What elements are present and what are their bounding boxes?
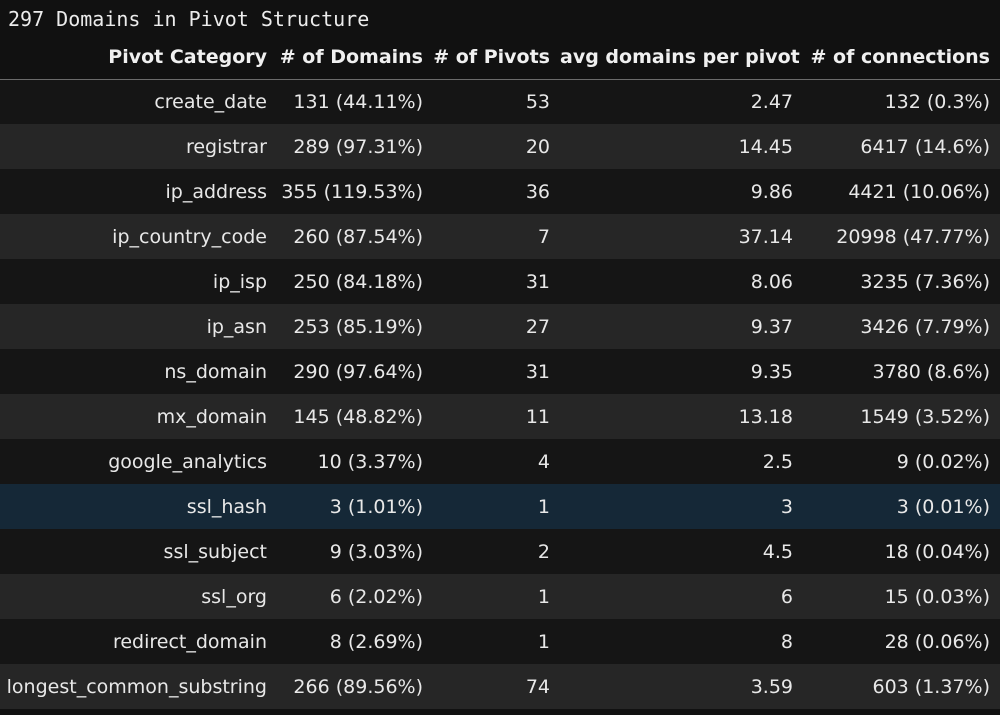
cell-num-domains: 290 (97.64%) [293, 360, 423, 383]
cell-num-pivots: 31 [525, 360, 550, 383]
cell-pivot-category: ip_asn [206, 315, 267, 338]
cell-pivot-category: longest_common_substring [6, 675, 267, 698]
header-row: Pivot Category # of Domains # of Pivots … [0, 35, 1000, 79]
cell-num-domains: 9 (3.03%) [329, 540, 423, 563]
cell-num-domains: 253 (85.19%) [293, 315, 423, 338]
cell-num-connections: 1549 (3.52%) [860, 405, 990, 428]
table-row[interactable]: longest_common_substring 266 (89.56%) 74 3.… [0, 664, 1000, 709]
cell-pivot-category: ip_country_code [112, 225, 267, 248]
cell-num-domains: 3 (1.01%) [329, 495, 423, 518]
column-header-num-domains[interactable]: # of Domains [279, 45, 423, 68]
column-header-avg-domains-per-pivot[interactable]: avg domains per pivot [560, 45, 800, 68]
cell-num-pivots: 36 [525, 180, 550, 203]
cell-pivot-category: ip_address [165, 180, 268, 203]
cell-num-connections: 28 (0.06%) [884, 630, 990, 653]
table-row[interactable]: ip_isp 250 (84.18%) 31 8.06 3235 (7.36%) [0, 259, 1000, 304]
cell-avg-domains-per-pivot: 2.47 [750, 90, 793, 113]
pivot-table: Pivot Category # of Domains # of Pivots … [0, 35, 1000, 709]
cell-pivot-category: google_analytics [108, 450, 267, 473]
cell-num-pivots: 4 [537, 450, 550, 473]
cell-pivot-category: ns_domain [164, 360, 267, 383]
table-caption: 297 Domains in Pivot Structure [8, 7, 370, 31]
table-body: create_date 131 (44.11%) 53 2.47 132 (0.3%) r… [0, 79, 1000, 709]
table-row[interactable]: google_analytics 10 (3.37%) 4 2.5 9 (0.02%) [0, 439, 1000, 484]
column-header-pivot-category[interactable]: Pivot Category [108, 45, 267, 68]
table-header: Pivot Category # of Domains # of Pivots … [0, 35, 1000, 79]
cell-num-pivots: 53 [525, 90, 550, 113]
table-row[interactable]: ns_domain 290 (97.64%) 31 9.35 3780 (8.6%) [0, 349, 1000, 394]
cell-num-domains: 131 (44.11%) [293, 90, 423, 113]
cell-num-pivots: 31 [525, 270, 550, 293]
cell-num-domains: 8 (2.69%) [329, 630, 423, 653]
table-row[interactable]: ip_asn 253 (85.19%) 27 9.37 3426 (7.79%) [0, 304, 1000, 349]
column-header-num-pivots[interactable]: # of Pivots [433, 45, 550, 68]
cell-avg-domains-per-pivot: 2.5 [762, 450, 793, 473]
cell-num-pivots: 1 [537, 630, 550, 653]
cell-num-pivots: 7 [537, 225, 550, 248]
cell-avg-domains-per-pivot: 3.59 [750, 675, 793, 698]
cell-num-domains: 145 (48.82%) [293, 405, 423, 428]
cell-avg-domains-per-pivot: 9.37 [750, 315, 793, 338]
cell-num-pivots: 1 [537, 585, 550, 608]
cell-num-connections: 3235 (7.36%) [860, 270, 990, 293]
cell-num-connections: 4421 (10.06%) [848, 180, 990, 203]
cell-pivot-category: redirect_domain [112, 630, 267, 653]
cell-num-domains: 260 (87.54%) [293, 225, 423, 248]
cell-num-domains: 250 (84.18%) [293, 270, 423, 293]
cell-num-pivots: 2 [537, 540, 550, 563]
cell-avg-domains-per-pivot: 13.18 [738, 405, 793, 428]
cell-num-connections: 15 (0.03%) [884, 585, 990, 608]
cell-num-connections: 603 (1.37%) [872, 675, 991, 698]
cell-num-pivots: 11 [525, 405, 550, 428]
cell-pivot-category: ssl_subject [163, 540, 267, 563]
cell-avg-domains-per-pivot: 14.45 [738, 135, 793, 158]
cell-num-connections: 132 (0.3%) [884, 90, 990, 113]
cell-num-connections: 18 (0.04%) [884, 540, 990, 563]
cell-avg-domains-per-pivot: 8 [780, 630, 793, 653]
cell-avg-domains-per-pivot: 9.35 [750, 360, 793, 383]
cell-num-domains: 10 (3.37%) [317, 450, 423, 473]
table-row[interactable]: ip_country_code 260 (87.54%) 7 37.14 20998 (… [0, 214, 1000, 259]
cell-avg-domains-per-pivot: 9.86 [750, 180, 793, 203]
table-row[interactable]: redirect_domain 8 (2.69%) 1 8 28 (0.06%) [0, 619, 1000, 664]
table-row[interactable]: ssl_org 6 (2.02%) 1 6 15 (0.03%) [0, 574, 1000, 619]
table-row[interactable]: ip_address 355 (119.53%) 36 9.86 4421 (10.06… [0, 169, 1000, 214]
cell-num-pivots: 20 [525, 135, 550, 158]
cell-avg-domains-per-pivot: 3 [780, 495, 793, 518]
cell-num-connections: 3426 (7.79%) [860, 315, 990, 338]
cell-pivot-category: ssl_org [201, 585, 267, 608]
cell-num-connections: 3 (0.01%) [896, 495, 990, 518]
table-row[interactable]: mx_domain 145 (48.82%) 11 13.18 1549 (3.52%) [0, 394, 1000, 439]
table-row[interactable]: registrar 289 (97.31%) 20 14.45 6417 (14.6%) [0, 124, 1000, 169]
cell-num-domains: 289 (97.31%) [293, 135, 423, 158]
cell-pivot-category: ssl_hash [186, 495, 267, 518]
cell-avg-domains-per-pivot: 37.14 [738, 225, 793, 248]
cell-pivot-category: mx_domain [156, 405, 267, 428]
table-row[interactable]: ssl_subject 9 (3.03%) 2 4.5 18 (0.04%) [0, 529, 1000, 574]
table-row[interactable]: ssl_hash 3 (1.01%) 1 3 3 (0.01%) [0, 484, 1000, 529]
cell-avg-domains-per-pivot: 8.06 [750, 270, 793, 293]
cell-num-connections: 3780 (8.6%) [872, 360, 991, 383]
table-row[interactable]: create_date 131 (44.11%) 53 2.47 132 (0.3%) [0, 79, 1000, 124]
cell-avg-domains-per-pivot: 6 [780, 585, 793, 608]
cell-num-domains: 266 (89.56%) [293, 675, 423, 698]
cell-num-domains: 355 (119.53%) [281, 180, 423, 203]
cell-num-connections: 6417 (14.6%) [860, 135, 990, 158]
cell-pivot-category: ip_isp [212, 270, 267, 293]
cell-num-connections: 20998 (47.77%) [836, 225, 990, 248]
cell-pivot-category: create_date [154, 90, 267, 113]
cell-pivot-category: registrar [185, 135, 267, 158]
cell-num-connections: 9 (0.02%) [896, 450, 990, 473]
cell-num-pivots: 1 [537, 495, 550, 518]
cell-num-pivots: 74 [525, 675, 550, 698]
cell-avg-domains-per-pivot: 4.5 [762, 540, 793, 563]
column-header-num-connections[interactable]: # of connections [810, 45, 990, 68]
cell-num-pivots: 27 [525, 315, 550, 338]
cell-num-domains: 6 (2.02%) [329, 585, 423, 608]
